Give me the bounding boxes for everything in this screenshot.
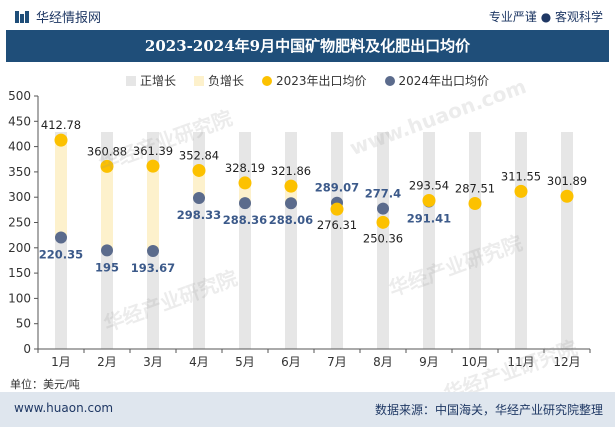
x-tick-label: 6月 (281, 355, 301, 369)
footer-source: 数据来源：中国海关，华经产业研究院整理 (374, 403, 603, 417)
point-2023-6 (284, 179, 298, 193)
data-label-2023-7: 276.31 (317, 218, 357, 232)
data-label-2024-9: 291.41 (407, 212, 451, 226)
data-label-2023-1: 412.78 (41, 118, 81, 132)
point-2023-7 (330, 202, 344, 216)
tagline: 专业严谨 ● 客观科学 (488, 10, 603, 24)
data-label-2023-3: 361.39 (133, 144, 173, 158)
legend-item-2023: 2023年出口均价 (261, 72, 367, 89)
legend: 正增长 负增长 2023年出口均价 2024年出口均价 (0, 72, 615, 89)
negative-growth-bar-1 (55, 140, 67, 238)
y-tick-label: 450 (8, 114, 31, 128)
x-tick-label: 1月 (51, 355, 71, 369)
legend-dot-2023 (261, 75, 272, 86)
x-tick-label: 10月 (461, 355, 488, 369)
y-tick-label: 300 (8, 190, 31, 204)
brand-name: 华经情报网 (36, 11, 102, 26)
footer (0, 392, 615, 427)
data-label-2023-5: 328.19 (225, 161, 265, 175)
point-2023-2 (100, 159, 114, 173)
column-bar-12 (561, 132, 573, 349)
point-2024-5 (239, 197, 251, 210)
y-tick-label: 350 (8, 165, 31, 179)
data-label-2023-8: 250.36 (363, 231, 403, 245)
point-2023-3 (146, 159, 160, 173)
x-tick-label: 2月 (97, 355, 117, 369)
top-bar: 华经情报网 专业严谨 ● 客观科学 (0, 0, 615, 30)
legend-item-negative: 负增长 (193, 72, 244, 89)
data-label-2024-4: 298.33 (177, 208, 221, 222)
data-label-2024-5: 288.36 (223, 213, 267, 227)
brand[interactable]: 华经情报网 (14, 7, 101, 26)
legend-dot-2024 (384, 75, 395, 86)
point-2023-10 (468, 197, 482, 211)
column-bar-7 (331, 132, 343, 349)
point-2023-1 (54, 133, 68, 147)
data-label-2023-6: 321.86 (271, 164, 311, 178)
point-2023-9 (422, 193, 436, 207)
data-label-2023-11: 311.55 (501, 169, 541, 183)
point-2023-4 (192, 163, 206, 177)
x-tick-label: 9月 (419, 355, 439, 369)
legend-label-2023: 2023年出口均价 (275, 74, 367, 88)
y-tick-label: 250 (8, 216, 31, 230)
data-label-2024-1: 220.35 (39, 248, 83, 262)
point-2023-12 (560, 189, 574, 203)
negative-growth-bar-3 (147, 166, 159, 252)
y-tick-label: 0 (23, 342, 31, 356)
point-2023-8 (376, 215, 390, 229)
x-tick-label: 5月 (235, 355, 255, 369)
point-2023-5 (238, 176, 252, 190)
unit-label: 单位：美元/吨 (10, 378, 80, 391)
legend-label-2024: 2024年出口均价 (398, 74, 490, 88)
data-label-2024-2: 195 (95, 260, 119, 274)
data-label-2024-3: 193.67 (131, 261, 175, 275)
legend-label-negative: 负增长 (207, 74, 244, 88)
x-tick-label: 3月 (143, 355, 163, 369)
negative-growth-bar-4 (193, 170, 205, 199)
data-label-2024-6: 288.06 (269, 213, 313, 227)
legend-swatch-negative (193, 75, 204, 86)
x-tick-label: 4月 (189, 355, 209, 369)
data-label-2023-4: 352.84 (179, 148, 219, 162)
column-bar-9 (423, 132, 435, 349)
y-tick-label: 500 (8, 89, 31, 103)
point-2024-6 (285, 197, 297, 210)
legend-swatch-positive (125, 75, 136, 86)
point-2023-11 (514, 184, 528, 198)
legend-item-2024: 2024年出口均价 (384, 72, 490, 89)
point-2024-4 (193, 192, 205, 205)
x-tick-label: 12月 (553, 355, 580, 369)
legend-item-positive: 正增长 (125, 72, 176, 89)
x-tick-label: 11月 (507, 355, 534, 369)
point-2024-3 (147, 245, 159, 258)
data-label-2023-10: 287.51 (455, 182, 495, 196)
point-2024-8 (377, 202, 389, 215)
point-2024-2 (101, 244, 113, 257)
data-label-2023-12: 301.89 (547, 174, 587, 188)
data-label-2024-7: 289.07 (315, 181, 359, 195)
point-2024-1 (55, 231, 67, 244)
x-tick-label: 8月 (373, 355, 393, 369)
y-tick-label: 200 (8, 241, 31, 255)
column-bar-8 (377, 132, 389, 349)
footer-site[interactable]: www.huaon.com (14, 401, 114, 415)
logo-icon (15, 10, 29, 23)
chart-title: 2023-2024年9月中国矿物肥料及化肥出口均价 (6, 30, 609, 62)
negative-growth-bar-2 (101, 166, 113, 251)
y-tick-label: 100 (8, 291, 31, 305)
legend-label-positive: 正增长 (139, 74, 176, 88)
data-label-2024-8: 277.4 (365, 187, 401, 201)
x-tick-label: 7月 (327, 355, 347, 369)
column-bar-11 (515, 132, 527, 349)
y-tick-label: 50 (16, 317, 31, 331)
y-tick-label: 150 (8, 266, 31, 280)
data-label-2023-2: 360.88 (87, 144, 127, 158)
data-label-2023-9: 293.54 (409, 178, 449, 192)
y-tick-label: 400 (8, 140, 31, 154)
column-bar-10 (469, 132, 481, 349)
